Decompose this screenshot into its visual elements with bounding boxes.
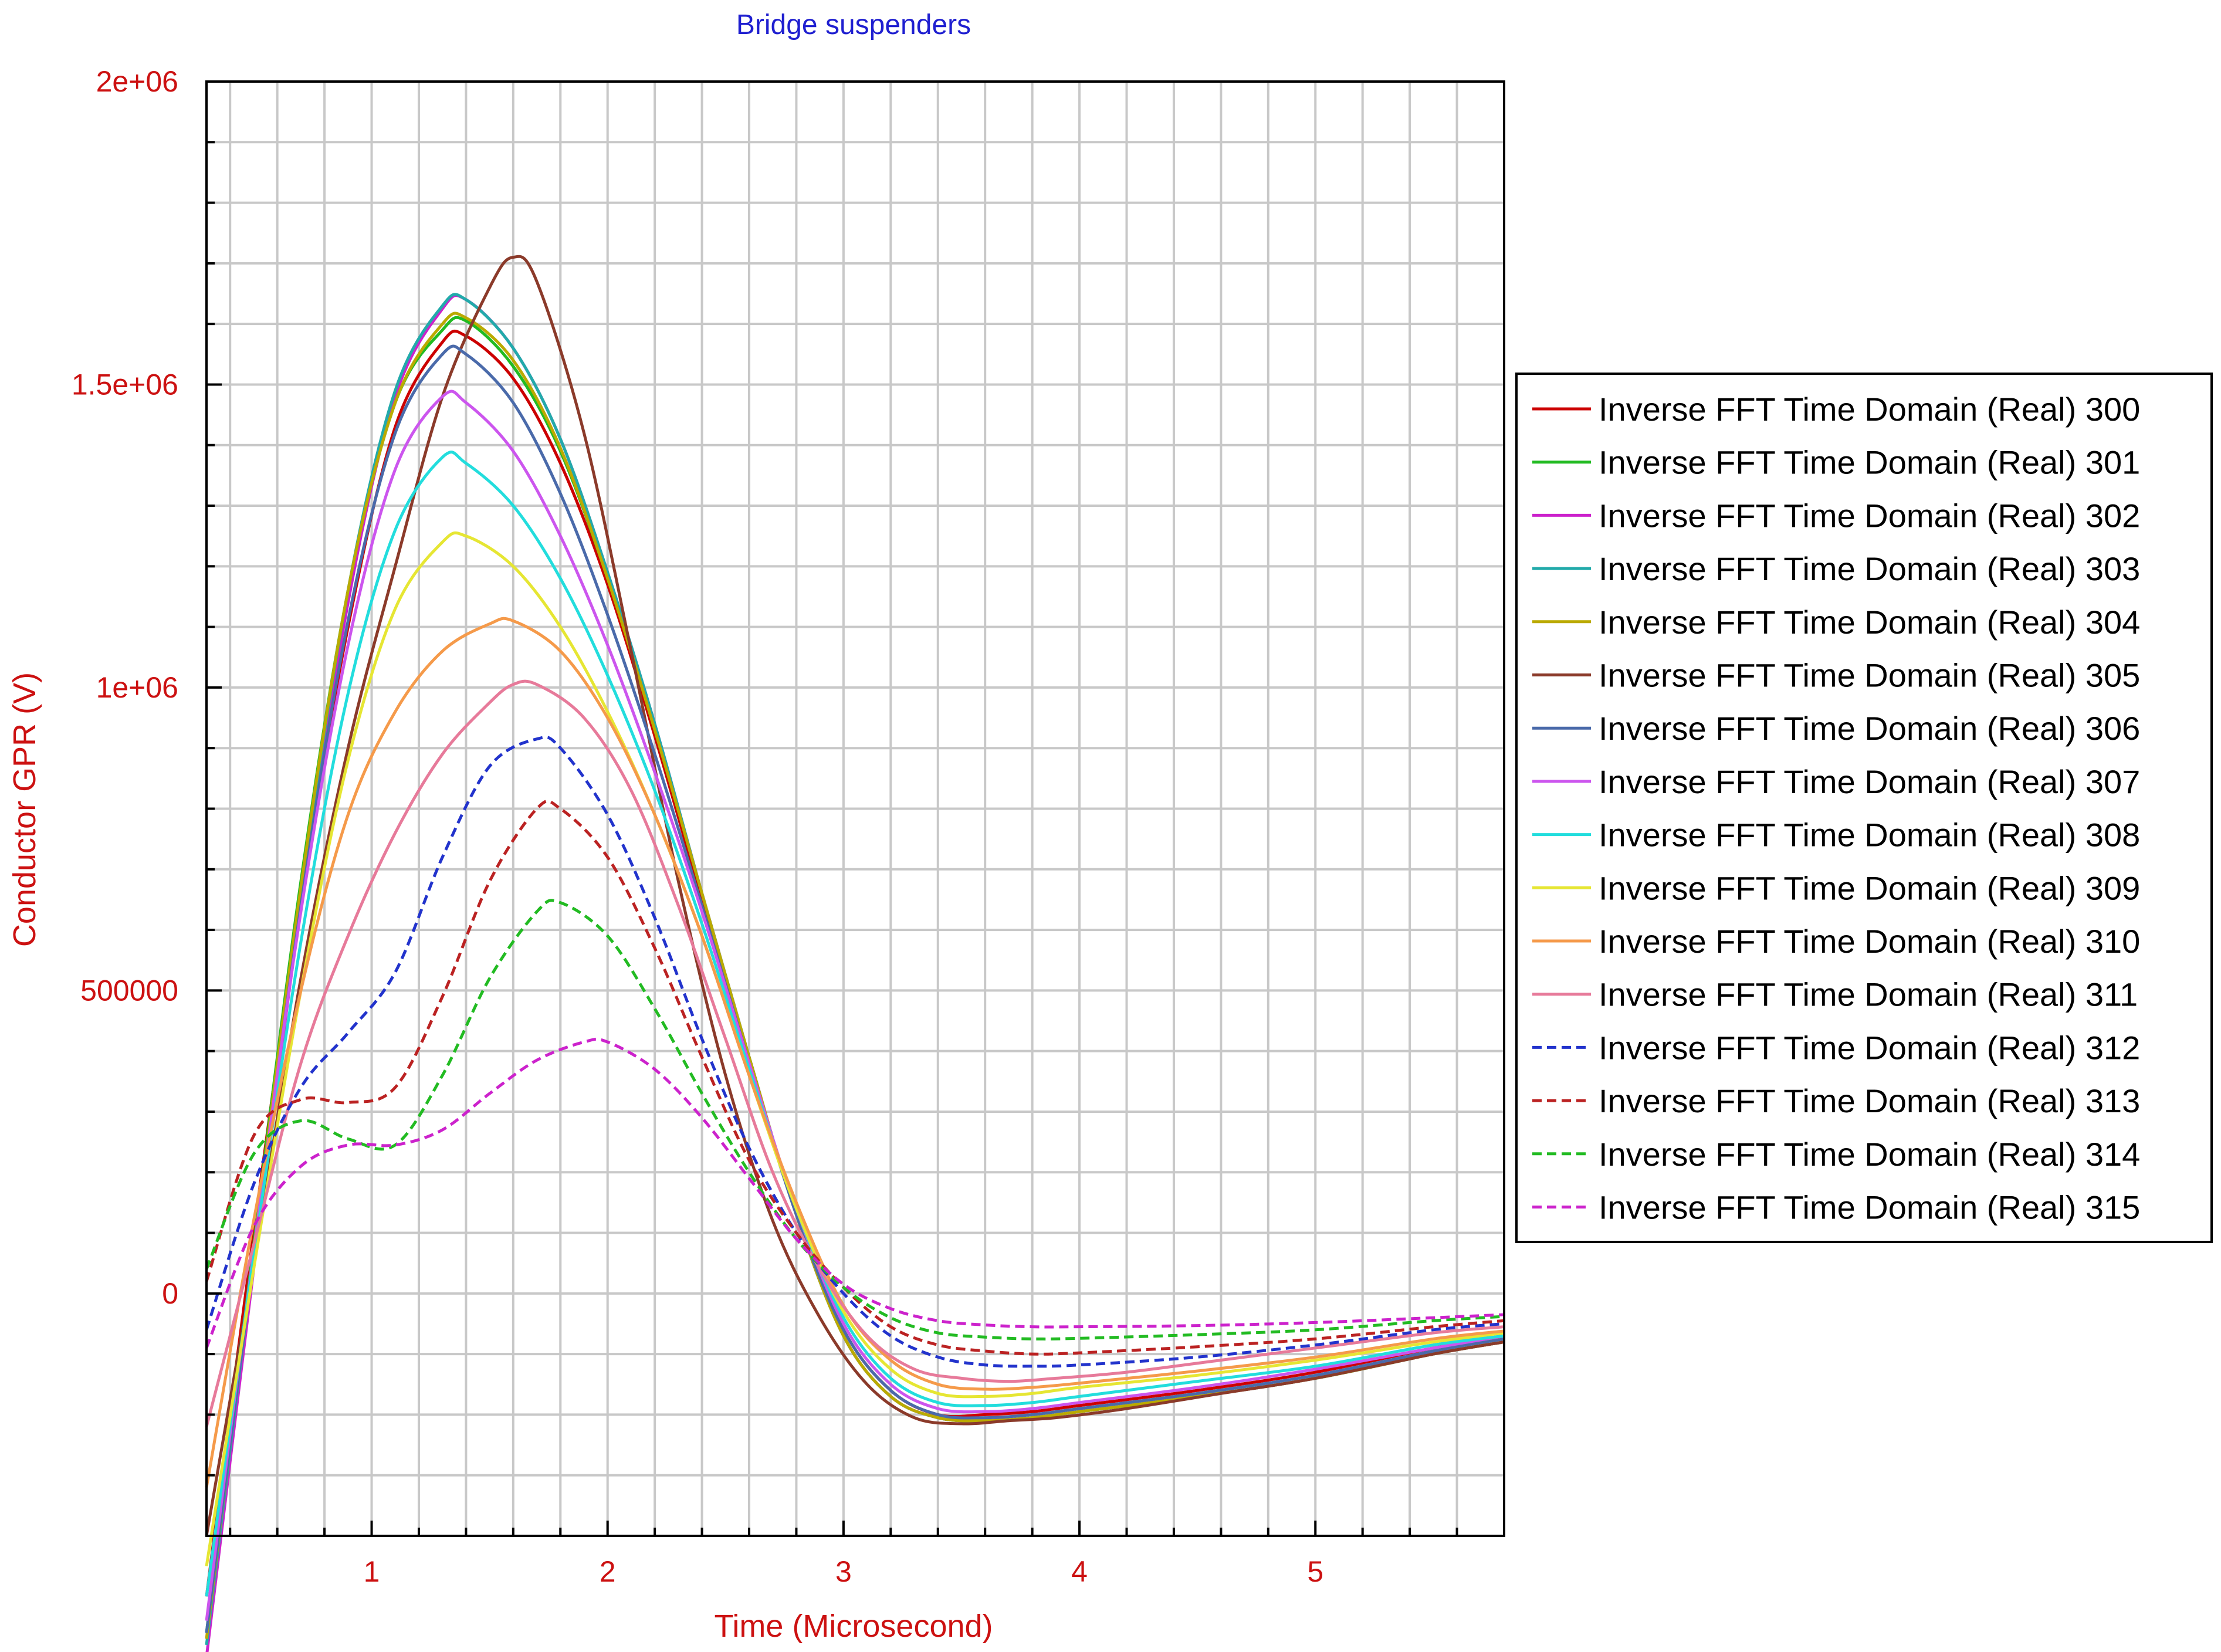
series-line-314 xyxy=(205,899,1505,1340)
legend-label: Inverse FFT Time Domain (Real) 300 xyxy=(1599,391,2140,428)
legend-box xyxy=(1515,373,2213,1243)
x-tick-label: 4 xyxy=(1071,1555,1088,1588)
y-axis-title: Conductor GPR (V) xyxy=(7,672,42,947)
legend-label: Inverse FFT Time Domain (Real) 312 xyxy=(1599,1029,2140,1066)
y-tick-label: 0 xyxy=(162,1277,178,1310)
series-line-300 xyxy=(205,329,1505,1597)
series-line-302 xyxy=(205,294,1505,1652)
y-tick-label: 1.5e+06 xyxy=(72,368,178,401)
chart-title: Bridge suspenders xyxy=(736,9,971,40)
legend-label: Inverse FFT Time Domain (Real) 305 xyxy=(1599,657,2140,694)
legend-item: Inverse FFT Time Domain (Real) 306 xyxy=(1532,710,2140,747)
legend-label: Inverse FFT Time Domain (Real) 307 xyxy=(1599,763,2140,800)
series-line-310 xyxy=(205,617,1505,1488)
legend-label: Inverse FFT Time Domain (Real) 309 xyxy=(1599,869,2140,906)
legend-label: Inverse FFT Time Domain (Real) 302 xyxy=(1599,497,2140,534)
legend-item: Inverse FFT Time Domain (Real) 303 xyxy=(1532,550,2140,587)
series-line-308 xyxy=(205,451,1505,1597)
legend-label: Inverse FFT Time Domain (Real) 315 xyxy=(1599,1189,2140,1226)
legend-item: Inverse FFT Time Domain (Real) 305 xyxy=(1532,657,2140,694)
series-line-306 xyxy=(205,344,1505,1633)
legend-label: Inverse FFT Time Domain (Real) 306 xyxy=(1599,710,2140,747)
legend-item: Inverse FFT Time Domain (Real) 301 xyxy=(1532,444,2140,481)
series-line-312 xyxy=(205,736,1505,1368)
legend-item: Inverse FFT Time Domain (Real) 307 xyxy=(1532,763,2140,800)
legend-label: Inverse FFT Time Domain (Real) 314 xyxy=(1599,1136,2140,1173)
legend-item: Inverse FFT Time Domain (Real) 310 xyxy=(1532,923,2140,960)
legend-item: Inverse FFT Time Domain (Real) 313 xyxy=(1532,1082,2140,1119)
y-tick-label: 500000 xyxy=(80,974,178,1007)
x-tick-label: 1 xyxy=(364,1555,380,1588)
y-tick-label: 1e+06 xyxy=(96,671,178,704)
series-line-307 xyxy=(205,390,1505,1621)
x-tick-label: 3 xyxy=(835,1555,852,1588)
legend-item: Inverse FFT Time Domain (Real) 304 xyxy=(1532,604,2140,641)
grid xyxy=(206,80,1505,1537)
legend: Inverse FFT Time Domain (Real) 300 Invers… xyxy=(1515,373,2213,1243)
series-line-313 xyxy=(205,800,1505,1356)
legend-item: Inverse FFT Time Domain (Real) 300 xyxy=(1532,391,2140,428)
series-line-304 xyxy=(205,312,1505,1639)
legend-item: Inverse FFT Time Domain (Real) 311 xyxy=(1532,976,2138,1013)
series-line-303 xyxy=(205,293,1505,1646)
x-tick-label: 5 xyxy=(1307,1555,1323,1588)
legend-item: Inverse FFT Time Domain (Real) 309 xyxy=(1532,869,2140,906)
axis-ticks: 1 2 3 4 5 0 500000 1e+06 1.5e+06 2e+06 xyxy=(72,65,1505,1588)
legend-label: Inverse FFT Time Domain (Real) 303 xyxy=(1599,550,2140,587)
y-tick-label: 2e+06 xyxy=(96,65,178,98)
legend-item: Inverse FFT Time Domain (Real) 312 xyxy=(1532,1029,2140,1066)
legend-label: Inverse FFT Time Domain (Real) 310 xyxy=(1599,923,2140,960)
legend-item: Inverse FFT Time Domain (Real) 302 xyxy=(1532,497,2140,534)
legend-item: Inverse FFT Time Domain (Real) 314 xyxy=(1532,1136,2140,1173)
legend-label: Inverse FFT Time Domain (Real) 304 xyxy=(1599,604,2140,641)
legend-item: Inverse FFT Time Domain (Real) 315 xyxy=(1532,1189,2140,1226)
series-line-311 xyxy=(205,679,1505,1427)
legend-item: Inverse FFT Time Domain (Real) 308 xyxy=(1532,817,2140,854)
legend-label: Inverse FFT Time Domain (Real) 308 xyxy=(1599,817,2140,854)
legend-label: Inverse FFT Time Domain (Real) 313 xyxy=(1599,1082,2140,1119)
x-axis-title: Time (Microsecond) xyxy=(714,1609,993,1644)
series-line-305 xyxy=(205,255,1505,1536)
legend-label: Inverse FFT Time Domain (Real) 301 xyxy=(1599,444,2140,481)
x-tick-label: 2 xyxy=(600,1555,616,1588)
series-line-315 xyxy=(205,1037,1505,1349)
series-lines xyxy=(205,255,1505,1652)
legend-label: Inverse FFT Time Domain (Real) 311 xyxy=(1599,976,2138,1013)
